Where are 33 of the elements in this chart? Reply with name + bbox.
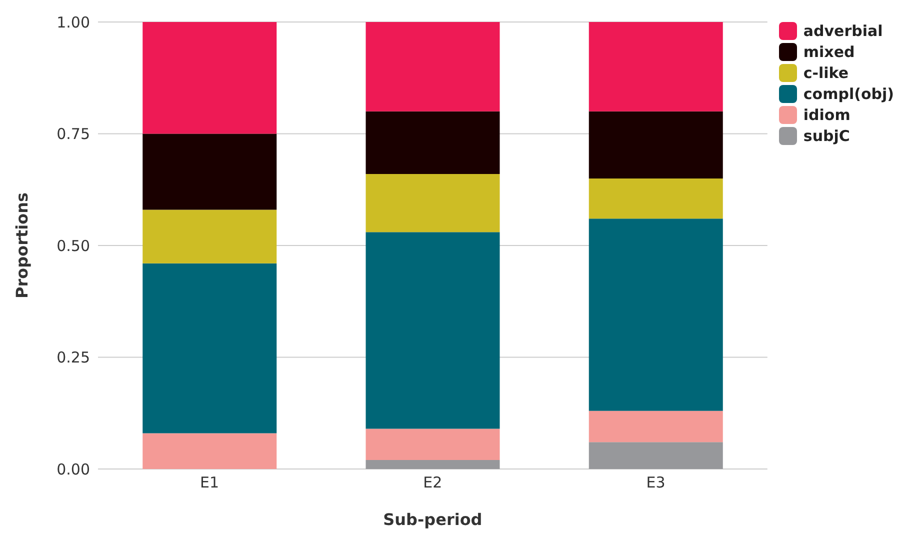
bar <box>366 22 500 112</box>
legend-label: subjC <box>803 127 850 145</box>
bar <box>366 111 500 174</box>
bar <box>142 263 277 434</box>
bar <box>366 174 500 232</box>
y-tick-label: 0.75 <box>56 125 90 144</box>
x-axis-title: Sub-period <box>383 510 482 529</box>
bar <box>588 111 723 178</box>
x-tick-label: E3 <box>646 474 666 492</box>
y-tick-label: 0.25 <box>56 348 90 367</box>
legend-label: idiom <box>803 106 850 124</box>
bar <box>588 218 723 411</box>
y-axis-title: Proportions <box>12 192 32 298</box>
y-tick-label: 0.00 <box>56 460 90 478</box>
y-tick-label: 0.50 <box>56 236 90 255</box>
legend-label: mixed <box>803 43 855 61</box>
bar <box>588 22 723 112</box>
legend-label: c-like <box>803 64 849 82</box>
y-tick-label: 1.00 <box>56 13 90 32</box>
bar <box>588 410 723 442</box>
bar <box>142 210 277 264</box>
bar <box>142 433 277 469</box>
legend-label: compl(obj) <box>803 85 894 103</box>
bar <box>366 232 500 429</box>
x-tick-label: E1 <box>200 474 220 492</box>
x-tick-label: E2 <box>423 474 442 492</box>
bar <box>142 22 277 134</box>
bar <box>366 460 500 469</box>
bar <box>588 178 723 219</box>
bar <box>142 134 277 210</box>
legend-label: adverbial <box>803 22 883 40</box>
bar <box>588 442 723 469</box>
bar <box>366 428 500 460</box>
